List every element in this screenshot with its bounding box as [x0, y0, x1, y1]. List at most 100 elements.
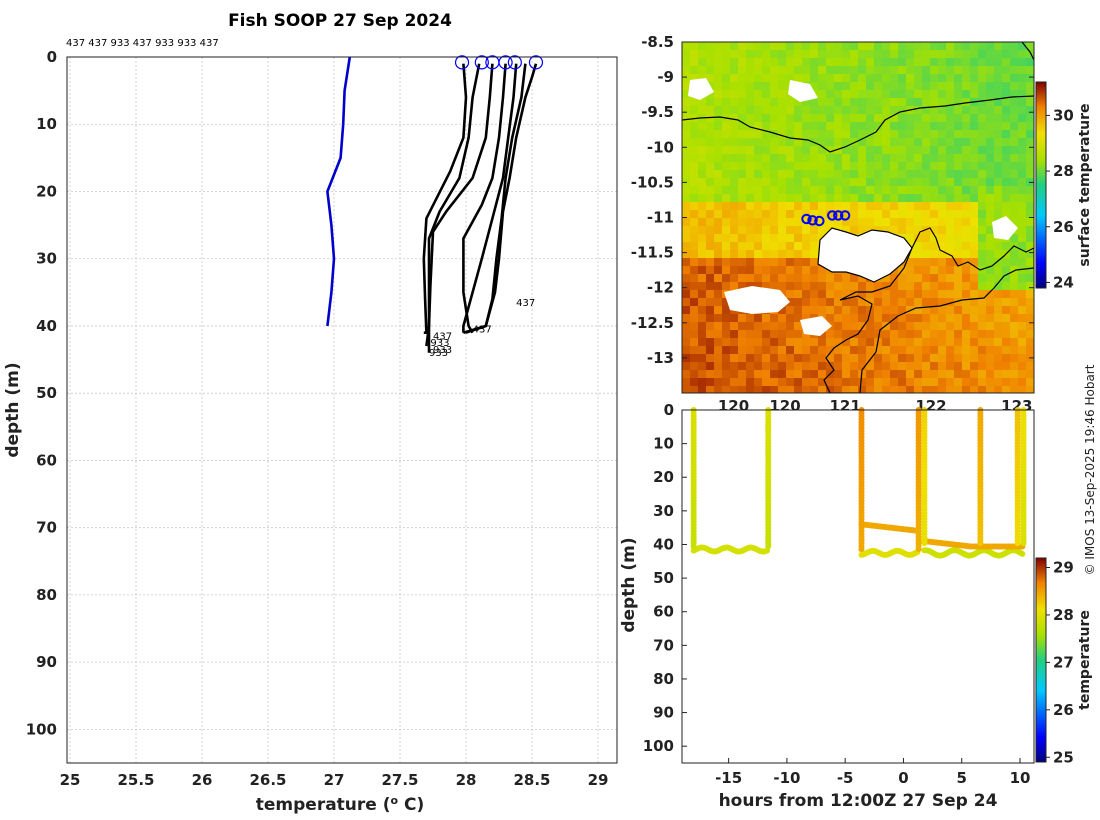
- sst-cell: [954, 50, 962, 58]
- sst-cell: [770, 122, 778, 130]
- sst-cell: [826, 290, 834, 298]
- sst-cell: [738, 194, 746, 202]
- sst-cell: [930, 130, 938, 138]
- sst-cell: [946, 114, 954, 122]
- sst-cell: [762, 218, 770, 226]
- sst-cell: [986, 346, 994, 354]
- sst-cell: [978, 90, 986, 98]
- sst-cell: [866, 210, 874, 218]
- sst-cell: [890, 330, 898, 338]
- sst-cell: [938, 202, 946, 210]
- sst-cell: [842, 98, 850, 106]
- sst-cell: [1018, 346, 1026, 354]
- sst-cell: [682, 74, 690, 82]
- sst-cell: [746, 314, 754, 322]
- sst-cell: [738, 42, 746, 50]
- sst-cell: [722, 298, 730, 306]
- sst-cell: [922, 162, 930, 170]
- sst-cell: [898, 370, 906, 378]
- sst-cell: [930, 162, 938, 170]
- sst-cell: [842, 346, 850, 354]
- sst-cell: [914, 106, 922, 114]
- profile-line: [422, 63, 468, 335]
- sst-cell: [938, 178, 946, 186]
- sst-cell: [994, 378, 1002, 386]
- sst-cell: [978, 178, 986, 186]
- sst-cell: [898, 74, 906, 82]
- sst-cell: [714, 322, 722, 330]
- sst-cell: [1026, 170, 1034, 178]
- sst-cell: [954, 114, 962, 122]
- sst-cell: [1018, 58, 1026, 66]
- profile-line: [462, 63, 507, 334]
- sst-cell: [1026, 234, 1034, 242]
- sst-cell: [866, 50, 874, 58]
- sst-heatmap-cells: [682, 42, 1034, 393]
- sst-cell: [722, 90, 730, 98]
- sst-cell: [842, 202, 850, 210]
- sst-cell: [914, 354, 922, 362]
- sst-cell: [866, 298, 874, 306]
- sst-cell: [962, 122, 970, 130]
- sst-cell: [730, 242, 738, 250]
- sst-cell: [794, 378, 802, 386]
- sst-cell: [866, 130, 874, 138]
- sst-cell: [978, 42, 986, 50]
- sst-cell: [1002, 266, 1010, 274]
- sst-cell: [1026, 274, 1034, 282]
- sst-cell: [810, 170, 818, 178]
- sst-cell: [946, 178, 954, 186]
- sst-cell: [770, 258, 778, 266]
- sst-cell: [834, 186, 842, 194]
- temperature-colorbar-tick: 25: [1053, 748, 1074, 766]
- sst-cell: [882, 74, 890, 82]
- sst-cell: [754, 386, 762, 393]
- sst-cell: [826, 282, 834, 290]
- sst-cell: [1010, 258, 1018, 266]
- sst-cell: [762, 322, 770, 330]
- sst-cell: [818, 106, 826, 114]
- sst-cell: [890, 194, 898, 202]
- sst-cell: [738, 122, 746, 130]
- sst-cell: [770, 114, 778, 122]
- sst-cell: [754, 50, 762, 58]
- sst-cell: [762, 338, 770, 346]
- sst-cell: [682, 50, 690, 58]
- sst-cell: [746, 194, 754, 202]
- sst-cell: [842, 50, 850, 58]
- sst-cell: [1018, 90, 1026, 98]
- sst-cell: [994, 306, 1002, 314]
- sst-cell: [850, 178, 858, 186]
- sst-cell: [890, 386, 898, 393]
- sst-cell: [786, 346, 794, 354]
- sst-cell: [850, 346, 858, 354]
- sst-cell: [914, 74, 922, 82]
- sst-cell: [810, 234, 818, 242]
- sst-cell: [858, 290, 866, 298]
- sst-cell: [810, 114, 818, 122]
- sst-cell: [962, 330, 970, 338]
- map-y-tick: -9.5: [641, 103, 674, 121]
- sst-cell: [874, 210, 882, 218]
- sst-cell: [786, 242, 794, 250]
- sst-cell: [954, 234, 962, 242]
- sst-cell: [1018, 226, 1026, 234]
- sst-cell: [802, 98, 810, 106]
- sst-cell: [922, 58, 930, 66]
- sst-cell: [786, 218, 794, 226]
- sst-cell: [778, 338, 786, 346]
- sst-cell: [978, 154, 986, 162]
- sst-cell: [850, 186, 858, 194]
- sst-cell: [706, 194, 714, 202]
- sst-cell: [1018, 250, 1026, 258]
- sst-cell: [954, 90, 962, 98]
- profile-x-tick: 28.5: [513, 771, 550, 789]
- sst-cell: [682, 306, 690, 314]
- sst-cell: [698, 170, 706, 178]
- sst-cell: [946, 314, 954, 322]
- sst-cell: [858, 298, 866, 306]
- sst-cell: [1010, 282, 1018, 290]
- sst-cell: [826, 298, 834, 306]
- sst-cell: [746, 386, 754, 393]
